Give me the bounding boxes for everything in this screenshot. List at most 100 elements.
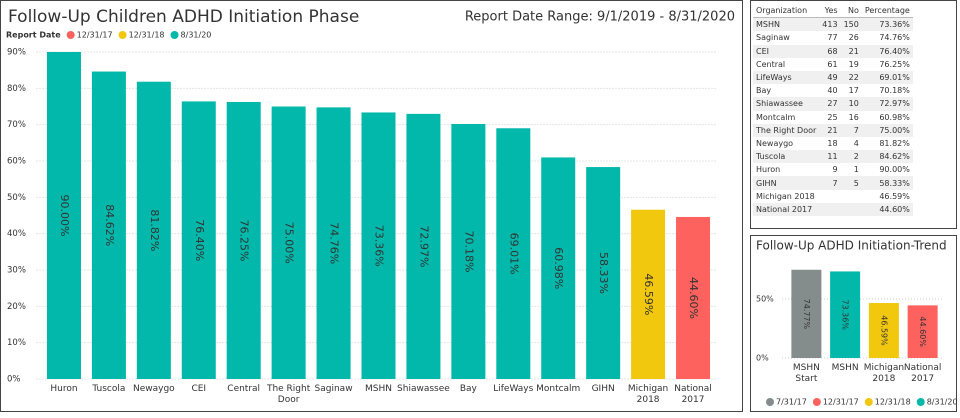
table-cell: 77 xyxy=(827,33,838,43)
data-label: 70.18% xyxy=(462,231,475,273)
x-tick-label: GIHN xyxy=(591,384,615,394)
x-label-holder: Newaygo xyxy=(133,384,175,394)
x-tick-label: National 2017 xyxy=(903,363,942,384)
data-label: 60.98% xyxy=(552,247,565,289)
x-label-holder: Michigan 2018 xyxy=(628,384,668,405)
table-cell: 11 xyxy=(819,150,841,164)
table-cell: 46.59% xyxy=(879,191,910,201)
table-cell: 84.62% xyxy=(861,150,913,164)
table-cell: 150 xyxy=(840,17,862,32)
y-tick-label: 90% xyxy=(7,48,26,58)
data-label: 73.36% xyxy=(373,225,386,267)
x-tick-label: National 2017 xyxy=(674,384,712,405)
legend-marker xyxy=(66,31,75,39)
y-tick-label: 40% xyxy=(7,229,26,239)
legend-marker xyxy=(864,398,873,406)
x-tick-label: Huron xyxy=(50,384,78,394)
table-cell: 1 xyxy=(853,165,859,175)
table-cell: 18 xyxy=(827,138,838,148)
legend-marker xyxy=(766,398,774,406)
y-tick-label: 50% xyxy=(7,193,26,203)
table-cell: 72.97% xyxy=(861,97,913,111)
table-cell: 25 xyxy=(827,112,838,122)
y-tick-label: 80% xyxy=(7,84,26,94)
table-cell: 7 xyxy=(840,123,862,137)
y-tick-label: 30% xyxy=(7,266,26,276)
table-cell: 21 xyxy=(840,44,862,58)
y-tick-label: 20% xyxy=(7,302,26,312)
legend-label: 8/31/20 xyxy=(181,31,212,40)
table-cell: 90.00% xyxy=(879,165,910,175)
table-cell: CEI xyxy=(753,44,820,58)
table-cell: Saginaw xyxy=(756,33,790,43)
bar xyxy=(181,101,216,379)
x-label-holder: LifeWays xyxy=(493,384,533,394)
chart-title: Follow-Up Children ADHD Initiation Phase xyxy=(8,7,359,27)
bar xyxy=(868,303,899,358)
legend-label: 7/31/17 xyxy=(776,398,807,407)
table-row: Tuscola 11 2 84.62% xyxy=(753,150,913,164)
table-cell: Shiawassee xyxy=(753,97,820,111)
data-label: 46.59% xyxy=(879,315,888,346)
table-cell: GIHN xyxy=(753,176,820,190)
table-cell: 2 xyxy=(840,150,862,164)
data-table: Organization Yes No Percentage MSHN 413 150 73.… xyxy=(753,4,913,216)
table-row: Montcalm 25 16 60.98% xyxy=(753,111,913,124)
table-cell xyxy=(819,190,840,203)
x-tick-label: MSHN Start xyxy=(792,363,820,384)
table-cell: Newaygo xyxy=(756,138,794,148)
table-cell xyxy=(819,202,841,216)
bar xyxy=(541,157,576,379)
table-cell: 81.82% xyxy=(879,138,910,148)
table-row: Huron 9 1 90.00% xyxy=(753,163,913,176)
trend-panel xyxy=(750,235,957,412)
bar xyxy=(830,271,861,358)
x-label-holder: Huron xyxy=(50,384,78,394)
bar xyxy=(226,101,261,379)
table-cell: LifeWays xyxy=(753,70,820,85)
table-row: Central 61 19 76.25% xyxy=(753,58,913,71)
legend-label: 12/31/18 xyxy=(875,398,911,407)
legend-label: 12/31/17 xyxy=(77,31,113,40)
data-label: 81.82% xyxy=(148,209,161,251)
legend-label: 8/31/20 xyxy=(927,398,958,407)
x-label-holder: Central xyxy=(227,384,260,394)
x-label-holder: National 2017 xyxy=(674,384,712,405)
table-cell: Michigan 2018 xyxy=(756,191,815,201)
x-tick-label: MSHN xyxy=(831,363,859,373)
y-tick-label: 10% xyxy=(7,338,26,348)
bar xyxy=(46,52,81,379)
table-row: LifeWays 49 22 69.01% xyxy=(753,70,913,85)
table-cell: Central xyxy=(756,59,786,69)
y-tick-label: 0% xyxy=(7,375,21,385)
table-cell: 26 xyxy=(848,33,859,43)
legend-marker xyxy=(118,31,127,39)
legend-title: Report Date xyxy=(6,31,61,40)
data-label: 90.00% xyxy=(58,195,71,237)
table-cell: 21 xyxy=(819,123,841,137)
column-header: Yes xyxy=(819,4,841,19)
table-row: MSHN 413 150 73.36% xyxy=(753,17,913,32)
data-label: 44.60% xyxy=(687,277,700,319)
bar xyxy=(136,81,171,379)
table-row: National 2017 44.60% xyxy=(753,202,913,216)
legend-marker xyxy=(916,398,925,406)
x-tick-label: CEI xyxy=(191,384,207,394)
table-cell: 7 xyxy=(819,176,841,190)
y-tick-label: 70% xyxy=(7,120,26,130)
data-label: 44.60% xyxy=(918,316,927,347)
bar xyxy=(406,113,441,379)
table-cell: Bay xyxy=(756,86,772,96)
data-label: 73.36% xyxy=(841,299,850,330)
table-cell: 22 xyxy=(840,70,862,85)
x-label-holder: Shiawassee xyxy=(397,384,450,394)
table-cell: 68 xyxy=(819,44,841,58)
column-header: No xyxy=(840,4,862,19)
x-label-holder: Tuscola xyxy=(92,384,125,394)
x-tick-label: MSHN xyxy=(365,384,392,394)
x-label-holder: MSHN xyxy=(831,363,859,373)
table-cell: 61 xyxy=(827,59,838,69)
x-label-holder: Saginaw xyxy=(315,384,353,394)
bar xyxy=(496,128,531,379)
